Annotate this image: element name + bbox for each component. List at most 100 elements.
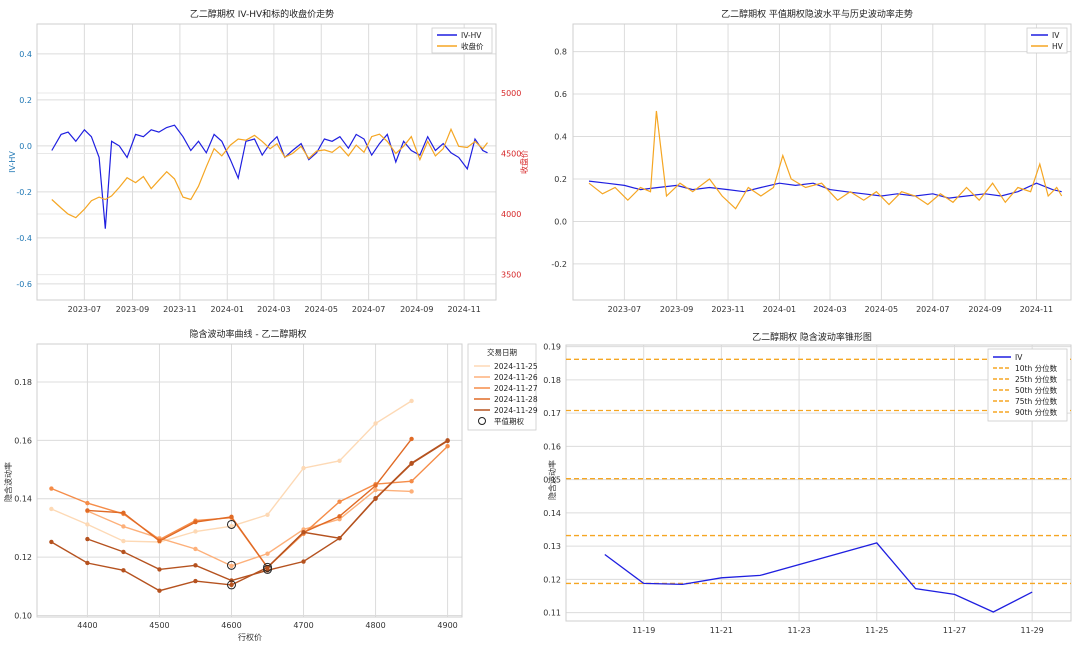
chart3-point xyxy=(121,538,126,544)
chart4-legend-label: 75th 分位数 xyxy=(1015,396,1058,406)
chart3-point xyxy=(265,551,270,556)
chart1-xtick: 2023-11 xyxy=(163,305,196,314)
chart4-xtick: 11-21 xyxy=(710,626,733,635)
chart3-legend-date: 2024-11-25 xyxy=(494,362,538,371)
chart1-legend: IV-HV 收盘价 xyxy=(431,27,493,54)
chart3-point xyxy=(409,436,414,442)
chart2-xtick: 2023-09 xyxy=(660,305,693,314)
chart4-ytick: 0.12 xyxy=(543,575,561,584)
chart2-legend-iv: IV xyxy=(1052,31,1060,40)
chart3-point xyxy=(445,443,450,449)
chart3-ytick: 0.10 xyxy=(14,612,32,621)
chart3-point xyxy=(85,508,90,513)
chart2-ytick: 0.6 xyxy=(554,90,567,99)
chart3-point xyxy=(193,529,198,534)
chart4-legend-label: 25th 分位数 xyxy=(1015,374,1058,384)
chart3-point xyxy=(85,560,90,566)
chart4-ytick: 0.17 xyxy=(543,409,561,418)
chart1-xtick: 2024-09 xyxy=(400,305,433,314)
chart3-point xyxy=(85,536,90,542)
chart2-iv-line xyxy=(588,180,1062,199)
chart4-legend-label: 10th 分位数 xyxy=(1015,363,1058,373)
chart3-atm-marker xyxy=(263,564,273,574)
chart1-ylabel-left: IV-HV xyxy=(8,151,17,173)
chart3-point xyxy=(157,538,162,544)
chart2-frame xyxy=(572,23,1072,301)
chart4-xtick: 11-23 xyxy=(787,626,810,635)
chart2-ytick: -0.2 xyxy=(551,260,567,269)
chart3-point xyxy=(157,588,162,593)
chart4-ytick: 0.19 xyxy=(543,343,561,352)
chart1-xtick: 2024-03 xyxy=(257,305,290,314)
chart1-xtick: 2024-07 xyxy=(352,305,385,314)
chart-iv-hv-close: 乙二醇期权 IV-HV和标的收盘价走势 2023-07 2023-09 2023-1… xyxy=(8,8,529,314)
chart3-point xyxy=(229,514,234,520)
chart1-ytick-left: -0.2 xyxy=(16,188,32,197)
chart1-legend-ivhv: IV-HV xyxy=(461,31,482,40)
chart4-ytick: 0.11 xyxy=(543,609,561,618)
chart3-point xyxy=(337,458,342,463)
chart4-frame xyxy=(565,344,1072,622)
chart4-legend-label: IV xyxy=(1015,353,1023,362)
chart-iv-hv-levels: 乙二醇期权 平值期权隐波水平与历史波动率走势 2023-07 2023-09 202… xyxy=(551,8,1072,314)
chart2-xtick: 2024-07 xyxy=(916,305,949,314)
chart1-ivhv-line xyxy=(51,124,488,229)
chart3-point xyxy=(229,523,234,529)
chart3-point xyxy=(301,530,306,535)
chart1-ytick-left: -0.6 xyxy=(16,280,32,289)
chart3-point xyxy=(49,486,54,491)
chart3-ytick: 0.14 xyxy=(14,495,32,504)
chart1-xtick: 2023-07 xyxy=(68,305,101,314)
chart3-legend-date: 2024-11-28 xyxy=(494,395,538,404)
chart3-series-line xyxy=(87,489,412,567)
chart3-legend-date: 2024-11-26 xyxy=(494,373,538,382)
chart3-point xyxy=(301,465,306,471)
chart3-xlabel: 行权价 xyxy=(238,632,262,642)
chart1-xtick: 2024-11 xyxy=(447,305,480,314)
chart2-xtick: 2024-05 xyxy=(865,305,898,314)
chart3-legend: 交易日期 2024-11-25 2024-11-26 2024-11-27 2024-… xyxy=(467,343,538,431)
chart1-ytick-right: 4500 xyxy=(501,150,521,159)
chart3-legend-title: 交易日期 xyxy=(487,347,517,357)
chart3-point xyxy=(85,500,90,506)
chart2-ytick: 0.8 xyxy=(554,48,567,57)
chart3-xtick: 4900 xyxy=(437,621,457,630)
chart1-xtick: 2023-09 xyxy=(116,305,149,314)
chart1-ytick-right: 3500 xyxy=(501,271,521,280)
chart3-xtick: 4700 xyxy=(293,621,313,630)
chart3-atm-marker xyxy=(226,580,236,590)
chart2-title: 乙二醇期权 平值期权隐波水平与历史波动率走势 xyxy=(721,8,913,20)
chart4-ytick: 0.18 xyxy=(543,376,561,385)
chart3-point xyxy=(85,522,90,527)
chart3-point xyxy=(337,514,342,519)
chart3-point xyxy=(121,524,126,529)
chart3-point xyxy=(301,559,306,564)
chart1-ytick-left: 0.4 xyxy=(19,50,32,59)
chart2-ytick: 0.4 xyxy=(554,133,567,142)
chart2-ytick: 0.2 xyxy=(554,175,567,184)
chart-iv-smile: 隐含波动率曲线 - 乙二醇期权 4400 4500 4600 4700 4800 4900… xyxy=(3,328,538,642)
chart3-series-line xyxy=(87,438,413,569)
chart3-point xyxy=(337,499,342,504)
chart3-point xyxy=(193,519,198,525)
chart1-xtick: 2024-01 xyxy=(211,305,244,314)
chart4-ytick: 0.13 xyxy=(543,542,561,551)
chart4-legend-label: 90th 分位数 xyxy=(1015,407,1058,417)
chart4-ylabel: 隐含波动率 xyxy=(547,460,557,500)
chart2-xtick: 2023-11 xyxy=(711,305,744,314)
chart3-point xyxy=(193,578,198,584)
chart3-point xyxy=(229,582,234,588)
chart3-point xyxy=(409,479,414,484)
chart4-ytick: 0.15 xyxy=(543,476,561,485)
chart1-legend-close: 收盘价 xyxy=(461,41,484,51)
chart1-title: 乙二醇期权 IV-HV和标的收盘价走势 xyxy=(190,8,334,20)
chart1-ytick-left: -0.4 xyxy=(16,234,32,243)
chart3-point xyxy=(49,506,54,512)
chart3-point xyxy=(193,563,198,568)
chart4-xtick: 11-29 xyxy=(1021,626,1044,635)
chart4-iv-line xyxy=(604,542,1033,613)
chart-iv-cone: 乙二醇期权 隐含波动率锥形图 11-19 11-21 11-23 11-25 11-27… xyxy=(543,331,1072,635)
chart2-xtick: 2024-01 xyxy=(763,305,796,314)
